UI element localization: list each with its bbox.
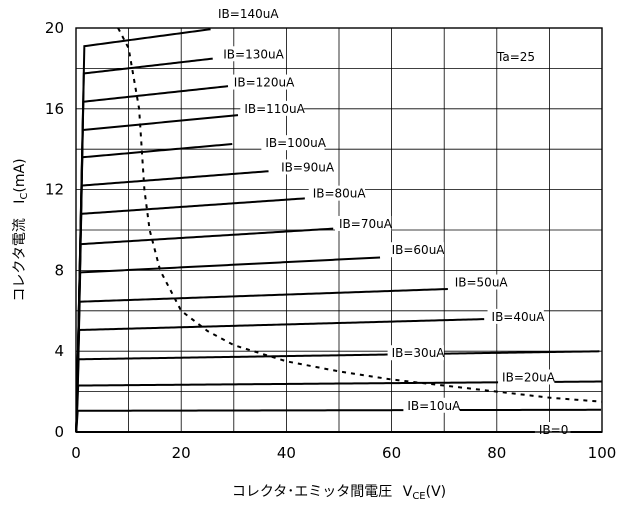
curve-label: IB=110uA [244,102,305,116]
curve-label-bg [534,422,571,437]
x-tick-label: 100 [588,444,617,462]
power-limit-curve [117,27,603,403]
temperature-annotation: Ta=25 [496,50,535,64]
plot-frame [75,27,603,433]
curve-label: IB=120uA [234,76,295,90]
curve-label-bg [277,159,334,175]
curve-line [75,57,213,433]
tick-labels: 0 20 40 60 80 100 0 4 8 12 16 20 [45,19,616,462]
curve-label-bg [487,308,544,324]
curve-label: IB=60uA [392,243,446,257]
curve-label-bg [240,100,304,116]
y-tick-label: 20 [45,19,64,37]
curve-label-bg [403,397,460,413]
curve-label-bg [219,46,283,62]
x-tick-label: 20 [172,444,191,462]
y-tick-label: 12 [45,181,64,199]
x-tick-label: 0 [71,444,81,462]
curve-label-bg [387,345,444,361]
y-axis-label-symbol: I [12,200,28,204]
curve-label-bg [387,242,444,258]
x-tick-label: 80 [487,444,506,462]
curve-label-bg [450,274,508,290]
x-axis-label-text: コレクタ･エミッタ間電圧 [232,484,392,500]
curve-label: IB=140uA [218,7,279,21]
y-tick-label: 4 [54,342,64,360]
curve-line [75,143,233,433]
y-axis-label-text: コレクタ電流 [12,218,28,301]
curve-line [75,227,334,433]
curve-label-bg [308,185,365,201]
curve-labels: IB=0 IB=10uA IB=20uA IB=30uA IB=40uA IB=50uA I… [214,5,571,437]
x-tick-label: 60 [382,444,401,462]
curve-label: IB=80uA [313,187,367,201]
curve-line [75,85,229,433]
curve-label-bg [229,74,293,90]
y-tick-label: 16 [45,100,64,118]
curve-line [75,197,305,433]
y-tick-label: 0 [54,423,64,441]
y-tick-label: 8 [54,261,64,279]
curve-line [75,350,600,433]
curve-label-bg [335,215,392,231]
curve-label: IB=40uA [492,310,546,324]
x-axis-label-symbol: V [403,484,413,500]
y-axis-label: コレクタ電流 IC(mA) [12,158,30,301]
x-axis-label-unit: (V) [426,484,447,500]
curve-label: IB=30uA [392,346,446,360]
curve-line [75,287,448,433]
curve-label: IB=10uA [407,399,461,413]
x-tick-label: 40 [277,444,296,462]
curve-line [75,170,269,433]
curve-line [75,256,381,433]
curve-label-bg [261,135,325,151]
curve-label: IB=70uA [339,217,393,231]
curve-label: IB=50uA [455,276,509,290]
curve-label-bg [498,369,555,385]
curve-label: IB=130uA [223,47,284,61]
curve-label: IB=100uA [265,136,326,150]
x-axis-label: コレクタ･エミッタ間電圧 VCE(V) [232,484,446,502]
x-axis-label-subscript: CE [412,491,425,502]
curve-label-bg [214,5,278,21]
curve-label: IB=90uA [281,160,335,174]
y-axis-label-unit: (mA) [12,158,28,192]
curve-line [75,408,602,433]
y-axis-label-subscript: C [19,193,30,200]
curve-line [75,114,239,433]
curve-label: IB=0 [539,423,568,437]
curve-line [75,28,211,433]
curve-label: IB=20uA [502,370,556,384]
power-limit-line [117,27,603,403]
curve-line [75,318,485,433]
